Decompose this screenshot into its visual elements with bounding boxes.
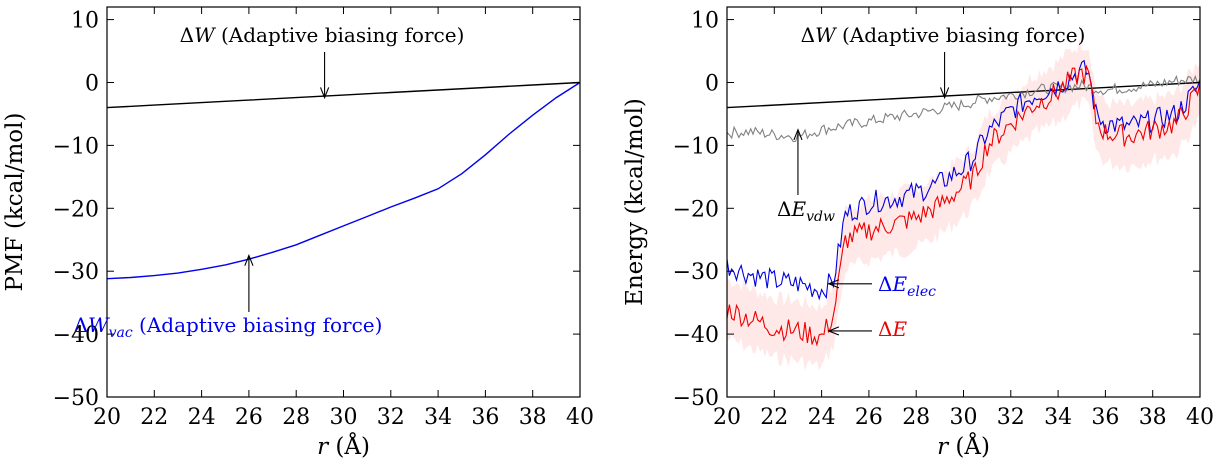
y-tick-label: −50	[673, 386, 719, 411]
x-tick-label: 30	[950, 405, 978, 430]
y-tick-label: −50	[53, 386, 99, 411]
error-band	[727, 38, 1200, 371]
x-tick-label: 26	[235, 405, 263, 430]
y-tick-label: −30	[53, 260, 99, 285]
x-tick-label: 20	[713, 405, 741, 430]
arrow-head	[793, 128, 803, 141]
x-axis-label: r (Å)	[317, 432, 370, 460]
arrow-head	[939, 87, 950, 100]
x-tick-label: 40	[1186, 405, 1214, 430]
y-tick-label: −40	[53, 323, 99, 348]
annotation-label: ΔE	[878, 317, 907, 341]
x-tick-label: 36	[1091, 405, 1119, 430]
arrow-head	[319, 87, 330, 100]
series-line	[726, 74, 1201, 143]
series-line	[726, 64, 1201, 347]
x-tick-label: 30	[330, 405, 358, 430]
arrow-head	[827, 279, 840, 289]
series-line	[726, 59, 1201, 301]
annotation-label: ΔWvac (Adaptive biasing force)	[74, 313, 383, 341]
right-panel-energy: 20 22 24 26 28 30 32 34 36 38 40 10 0 −10 −20 −30 −40 −50…	[622, 6, 1214, 460]
x-axis-label: r (Å)	[937, 432, 990, 460]
x-tick-label: 22	[140, 405, 168, 430]
plot-frame	[106, 6, 581, 398]
arrow-head	[244, 254, 254, 266]
y-axis-label: Energy (kcal/mol)	[622, 98, 648, 306]
x-tick-label: 38	[519, 405, 547, 430]
annotation-label: ΔEelec	[878, 272, 936, 300]
y-tick-label: −20	[53, 197, 99, 222]
x-tick-label: 28	[282, 405, 310, 430]
annotation-label: ΔEvdw	[777, 197, 835, 225]
x-tick-label: 24	[188, 405, 216, 430]
y-tick-label: 0	[85, 71, 99, 96]
left-panel-pmf: 20 22 24 26 28 30 32 34 36 38 40 10 0 −10 −20 −30 −40 −50…	[2, 6, 594, 460]
y-tick-label: −30	[673, 260, 719, 285]
y-tick-label: −10	[673, 134, 719, 159]
x-tick-label: 36	[471, 405, 499, 430]
annotation-label: ΔW (Adaptive biasing force)	[180, 23, 465, 47]
y-tick-label: 0	[705, 71, 719, 96]
x-tick-label: 32	[997, 405, 1025, 430]
x-tick-label: 24	[808, 405, 836, 430]
x-tick-label: 40	[566, 405, 594, 430]
y-tick-label: −40	[673, 323, 719, 348]
x-tick-label: 22	[760, 405, 788, 430]
x-tick-label: 26	[855, 405, 883, 430]
x-tick-label: 32	[377, 405, 405, 430]
series-line	[726, 81, 1201, 109]
arrow-head	[827, 326, 840, 336]
x-tick-label: 20	[93, 405, 121, 430]
y-tick-label: 10	[71, 9, 99, 34]
x-tick-label: 34	[424, 405, 452, 430]
y-axis-label: PMF (kcal/mol)	[2, 113, 28, 292]
annotation-label: ΔW (Adaptive biasing force)	[801, 23, 1086, 47]
x-tick-label: 38	[1139, 405, 1167, 430]
x-tick-label: 34	[1044, 405, 1072, 430]
series-line	[106, 81, 581, 280]
x-tick-label: 28	[902, 405, 930, 430]
y-tick-label: −20	[673, 197, 719, 222]
y-tick-label: −10	[53, 134, 99, 159]
series-line	[106, 81, 581, 109]
y-tick-label: 10	[691, 9, 719, 34]
